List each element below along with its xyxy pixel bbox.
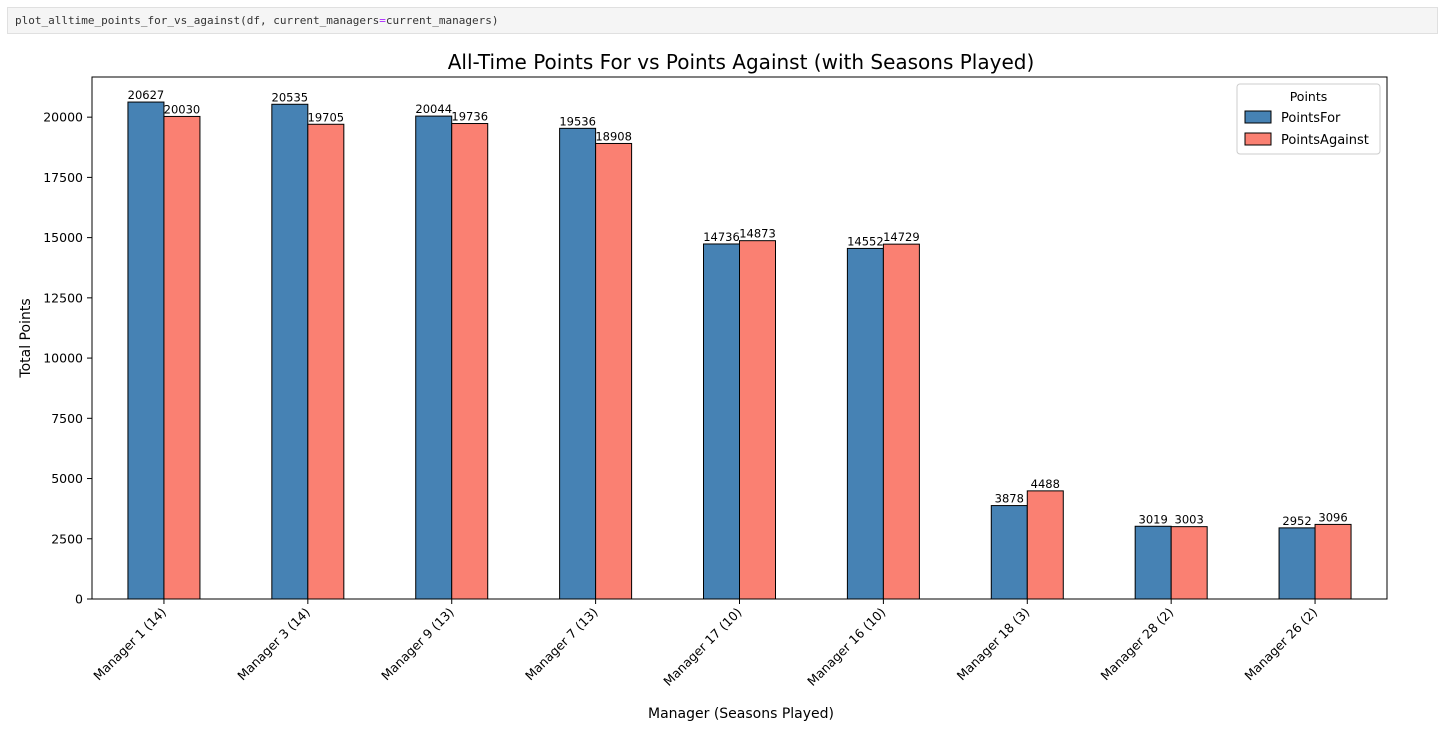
data-label-pointsagainst-3: 18908 <box>595 129 632 143</box>
data-label-pointsagainst-8: 3096 <box>1318 510 1347 524</box>
code-cell[interactable]: plot_alltime_points_for_vs_against(df, c… <box>7 7 1438 34</box>
bar-pointsagainst-0 <box>163 115 201 600</box>
y-axis-label: Total Points <box>18 298 34 378</box>
data-label-pointsagainst-7: 3003 <box>1175 513 1204 527</box>
data-label-pointsagainst-2: 19736 <box>451 110 488 124</box>
y-tick-label-8: 20000 <box>43 110 83 125</box>
legend-label-pointsfor: PointsFor <box>1281 111 1341 126</box>
bar-pointsagainst-1 <box>307 123 345 600</box>
y-tick-label-5: 12500 <box>43 290 83 305</box>
axes-frame <box>91 76 1388 600</box>
bar-pointsfor-2 <box>415 115 453 600</box>
data-label-pointsfor-4: 14736 <box>703 230 740 244</box>
x-tick-label-4: Manager 17 (10) <box>660 605 744 689</box>
bar-pointsagainst-3 <box>595 142 633 600</box>
x-axis-label: Manager (Seasons Played) <box>648 706 834 722</box>
data-label-pointsfor-1: 20535 <box>272 90 309 104</box>
data-label-pointsfor-5: 14552 <box>847 234 884 248</box>
bar-pointsfor-7 <box>1134 525 1172 600</box>
data-label-pointsagainst-5: 14729 <box>883 230 920 244</box>
data-label-pointsagainst-6: 4488 <box>1031 477 1060 491</box>
bar-pointsfor-3 <box>559 127 597 600</box>
y-tick-label-6: 15000 <box>43 230 83 245</box>
y-tick-label-0: 0 <box>75 592 83 607</box>
x-tick-label-3: Manager 7 (13) <box>522 605 601 684</box>
bar-chart: All-Time Points For vs Points Against (w… <box>18 50 1388 722</box>
code-text-after: current_managers) <box>385 14 499 27</box>
bar-pointsfor-4 <box>703 243 740 600</box>
x-tick-label-6: Manager 18 (3) <box>954 605 1033 684</box>
x-tick-label-5: Manager 16 (10) <box>804 605 888 689</box>
data-label-pointsagainst-4: 14873 <box>739 227 776 241</box>
y-tick-label-4: 10000 <box>43 351 83 366</box>
code-text-before: plot_alltime_points_for_vs_against(df, c… <box>15 14 380 27</box>
bar-pointsagainst-8 <box>1314 523 1352 600</box>
bar-pointsagainst-2 <box>451 123 489 600</box>
code-operator: = <box>379 14 386 27</box>
bar-pointsfor-0 <box>127 101 165 600</box>
legend-box <box>1236 83 1381 155</box>
data-label-pointsfor-3: 19536 <box>559 114 596 128</box>
x-tick-label-0: Manager 1 (14) <box>90 605 169 684</box>
x-tick-label-7: Manager 28 (2) <box>1098 605 1177 684</box>
data-label-pointsfor-2: 20044 <box>415 102 452 116</box>
legend: Points PointsFor PointsAgainst <box>1236 83 1381 155</box>
chart-title: All-Time Points For vs Points Against (w… <box>448 50 1035 74</box>
bar-pointsfor-8 <box>1278 527 1316 600</box>
bar-pointsagainst-7 <box>1170 526 1208 600</box>
y-tick-label-3: 7500 <box>51 411 83 426</box>
bar-pointsagainst-5 <box>882 243 920 600</box>
data-label-pointsagainst-0: 20030 <box>164 102 201 116</box>
data-label-pointsfor-6: 3878 <box>995 492 1024 506</box>
legend-swatch-pointsfor <box>1244 110 1272 124</box>
bar-pointsagainst-6 <box>1026 490 1064 600</box>
bar-pointsfor-6 <box>990 505 1028 600</box>
legend-title: Points <box>1290 89 1328 104</box>
bar-pointsfor-1 <box>271 103 309 600</box>
bar-pointsfor-5 <box>846 247 884 600</box>
legend-swatch-pointsagainst <box>1244 132 1272 146</box>
x-tick-label-2: Manager 9 (13) <box>378 605 457 684</box>
x-tick-label-8: Manager 26 (2) <box>1241 605 1320 684</box>
y-tick-label-1: 2500 <box>51 531 83 546</box>
data-label-pointsfor-7: 3019 <box>1139 512 1168 526</box>
legend-label-pointsagainst: PointsAgainst <box>1281 133 1369 148</box>
y-tick-label-2: 5000 <box>51 471 83 486</box>
data-label-pointsfor-0: 20627 <box>128 88 165 102</box>
y-tick-label-7: 17500 <box>43 170 83 185</box>
data-label-pointsagainst-1: 19705 <box>308 110 345 124</box>
data-label-pointsfor-8: 2952 <box>1282 514 1311 528</box>
x-tick-label-1: Manager 3 (14) <box>234 605 313 684</box>
bar-pointsagainst-4 <box>739 240 776 600</box>
